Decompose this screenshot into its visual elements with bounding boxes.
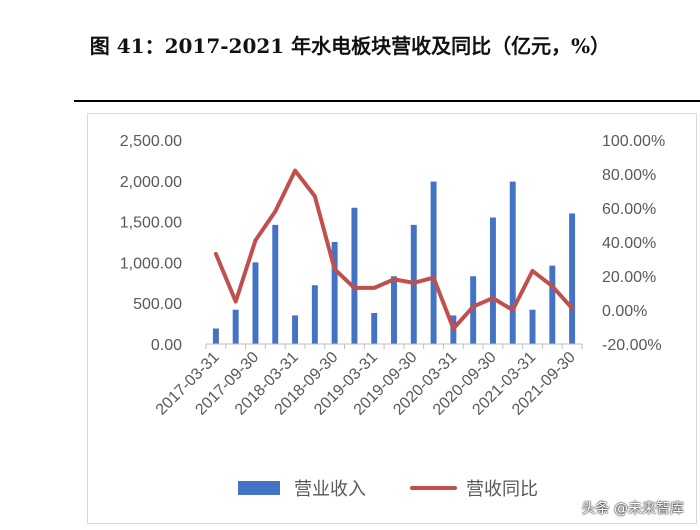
revenue-bar [391,276,397,344]
revenue-bar [292,315,299,344]
revenue-bar [232,309,239,344]
yoy-point [214,252,218,256]
yoy-point [333,267,337,271]
yoy-point [451,327,455,331]
revenue-bar [351,207,358,344]
y-left-tick-label: 2,000.00 [120,174,182,191]
y-left-tick-label: 500.00 [133,296,182,313]
revenue-bar [549,265,556,344]
yoy-point [550,284,554,288]
yoy-point [570,306,574,310]
yoy-point [293,169,297,173]
y-right-tick-label: 100.00% [602,133,665,150]
yoy-point [372,286,376,290]
revenue-bar [470,276,477,344]
legend-label-revenue: 营业收入 [294,479,366,500]
revenue-bar [569,213,576,344]
revenue-bar [311,285,318,344]
yoy-point [471,305,475,309]
revenue-bar [371,312,378,344]
y-right-tick-label: 60.00% [602,201,656,218]
y-left-tick-label: 1,500.00 [120,215,182,232]
chart-frame [87,113,697,524]
title-rule [74,100,700,102]
revenue-bar [430,181,437,344]
yoy-point [352,286,356,290]
yoy-point [432,276,436,280]
revenue-bar [331,242,338,344]
yoy-point [234,300,238,303]
y-left-tick-label: 2,500.00 [120,133,182,150]
yoy-point [313,194,317,198]
yoy-point [531,269,535,273]
yoy-point [412,281,416,285]
y-right-tick-label: 80.00% [602,167,656,184]
y-left-tick-label: 0.00 [151,337,182,354]
yoy-point [392,277,396,281]
revenue-bar [489,217,496,344]
y-right-tick-label: -20.00% [602,337,662,354]
revenue-bar [509,181,516,344]
figure-title: 图 41：2017-2021 年水电板块营收及同比（亿元，%） [89,34,611,58]
yoy-point [491,296,495,300]
revenue-bar [252,262,259,344]
yoy-point [273,209,277,213]
y-right-tick-label: 20.00% [602,269,656,286]
y-right-tick-label: 0.00% [602,303,647,320]
legend-label-yoy: 营收同比 [466,479,538,500]
watermark: 头条 @未来智库 [581,501,684,517]
yoy-point [253,238,257,242]
y-left-tick-label: 1,000.00 [120,255,182,272]
revenue-bar [529,309,536,344]
revenue-bar [272,224,279,344]
yoy-point [511,308,515,312]
legend-swatch-revenue [238,481,280,495]
y-right-tick-label: 40.00% [602,235,656,252]
revenue-bar [212,328,219,344]
